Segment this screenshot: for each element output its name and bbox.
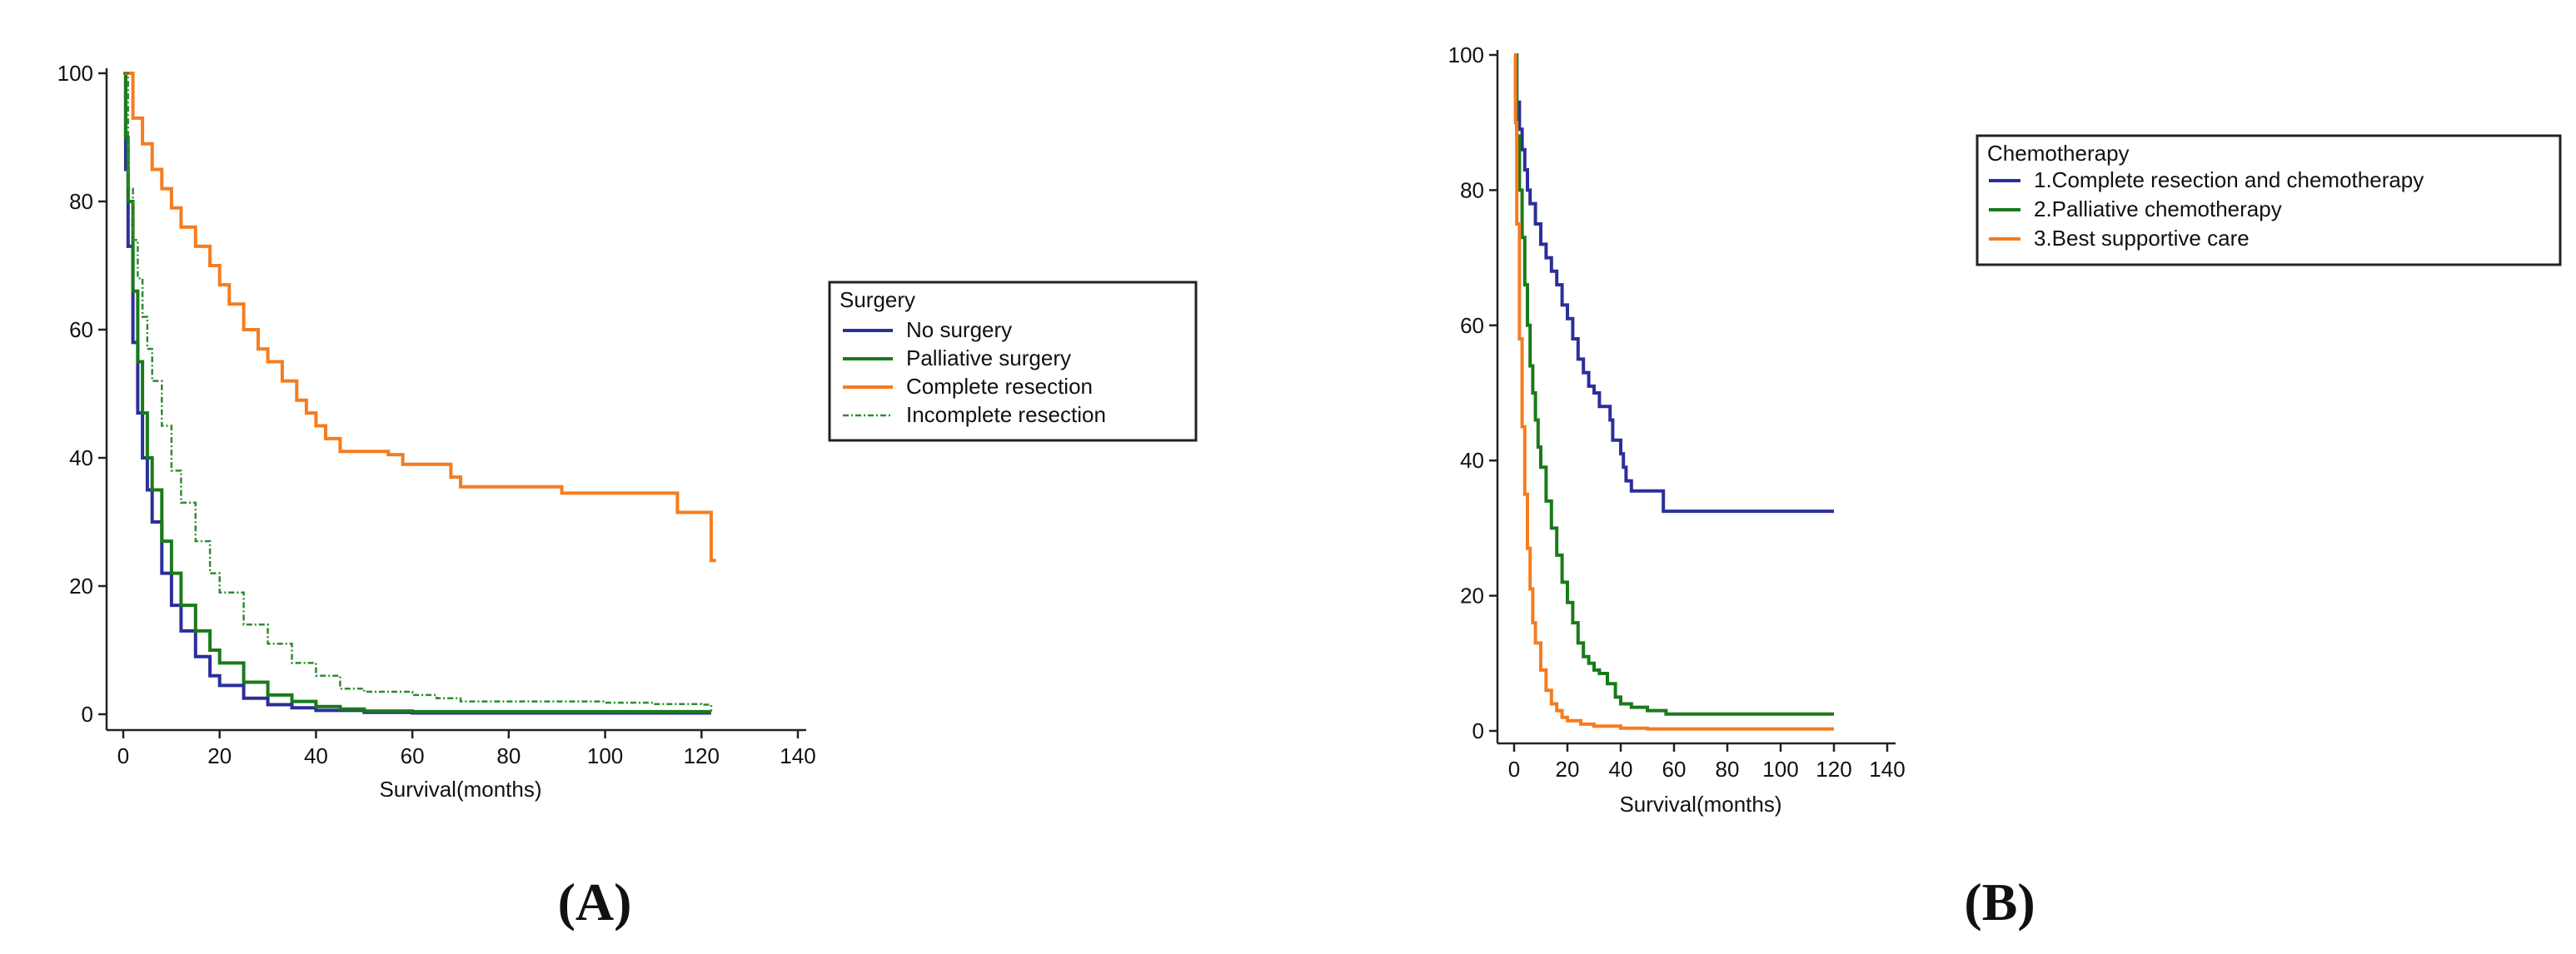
legend-title: Surgery [840, 287, 915, 312]
series-line-1-complete-resection-and-chemotherapy [1514, 53, 1834, 514]
legend-label-3-best-supportive-care: 3.Best supportive care [2034, 226, 2250, 251]
x-tick-label: 0 [117, 743, 129, 768]
y-tick-label: 80 [1460, 177, 1484, 202]
legend-box [828, 281, 1198, 442]
legend-label-1-complete-resection-and-chemotherapy: 1.Complete resection and chemotherapy [2034, 167, 2424, 192]
y-tick-label: 80 [69, 189, 93, 214]
x-tick-label: 60 [1662, 757, 1687, 782]
x-tick-label: 100 [587, 743, 623, 768]
x-tick-label: 140 [780, 743, 815, 768]
x-tick-label: 40 [1609, 757, 1633, 782]
x-tick-label: 20 [207, 743, 232, 768]
legend-label-2-palliative-chemotherapy: 2.Palliative chemotherapy [2034, 196, 2282, 221]
x-tick-label: 80 [496, 743, 521, 768]
x-tick-label: 40 [304, 743, 328, 768]
x-tick-label: 120 [1816, 757, 1851, 782]
chart-panel-a: 0 20 40 60 80 100 0 20 40 60 80 100 120 140 Survival(m… [57, 61, 1198, 932]
y-tick-label: 60 [69, 317, 93, 342]
panel-label-group: (A) [558, 872, 632, 932]
series-line-incomplete-resection [123, 72, 713, 712]
series-line-complete-resection [123, 72, 716, 563]
legend-box [1976, 134, 2562, 266]
x-tick-label: 0 [1508, 757, 1520, 782]
y-tick-label: 20 [1460, 584, 1484, 609]
y-tick-label: 40 [1460, 448, 1484, 473]
x-tick-label: 60 [401, 743, 425, 768]
series-line-2-palliative-chemotherapy [1514, 53, 1834, 716]
chart-panel-b: 0 20 40 60 80 100 0 20 40 60 80 100 120 140 Survival(m… [1448, 42, 2562, 932]
legend-label-complete-resection: Complete resection [906, 374, 1093, 399]
legend-label-palliative-surgery: Palliative surgery [906, 345, 1071, 370]
x-tick-label: 120 [684, 743, 720, 768]
x-tick-label: 140 [1869, 757, 1905, 782]
legend-label-incomplete-resection: Incomplete resection [906, 402, 1106, 427]
y-tick-label: 100 [1448, 42, 1484, 67]
panel-label: (B) [1964, 872, 2035, 932]
y-tick-label: 0 [82, 702, 93, 727]
legend-title: Chemotherapy [1987, 141, 2130, 166]
y-tick-label: 100 [57, 61, 93, 86]
y-tick-label: 20 [69, 574, 93, 599]
panel-label: (A) [558, 872, 632, 932]
y-tick-label: 60 [1460, 313, 1484, 338]
y-tick-label: 0 [1472, 718, 1484, 743]
x-tick-label: 80 [1716, 757, 1740, 782]
x-tick-label: 100 [1762, 757, 1798, 782]
series-line-palliative-surgery [123, 72, 711, 713]
series-line-no-surgery [123, 72, 711, 715]
series-line-3-best-supportive-care [1513, 53, 1834, 731]
y-tick-label: 40 [69, 445, 93, 470]
x-axis-label: Survival(months) [1619, 792, 1781, 817]
x-axis-label: Survival(months) [379, 777, 541, 802]
legend-label-no-surgery: No surgery [906, 317, 1012, 342]
x-tick-label: 20 [1556, 757, 1580, 782]
panel-label-group: (B) [1964, 872, 2035, 932]
legend: Surgery No surgery Palliative surgery Compl… [828, 281, 1198, 442]
